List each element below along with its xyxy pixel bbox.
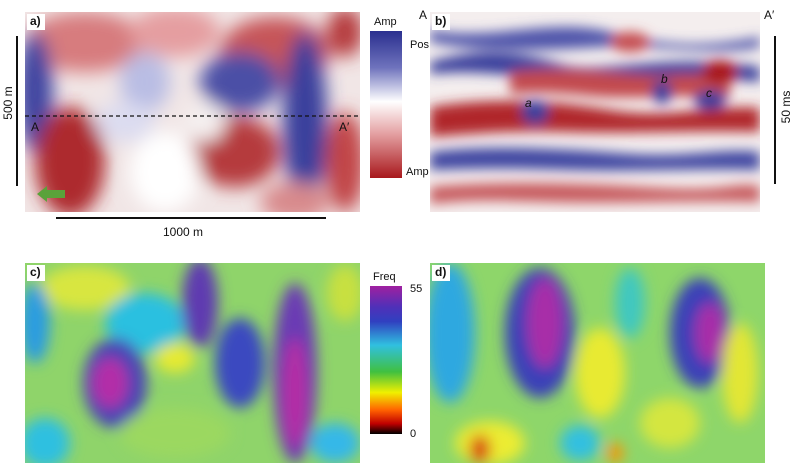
panel-b-corner-a: A: [419, 8, 428, 22]
panel-a-amplitude-map: [25, 12, 360, 212]
panel-b-corner-a-prime: A′: [764, 8, 775, 22]
time-scale-label: 50 ms: [779, 90, 793, 124]
scale-bar-horizontal: [56, 217, 326, 219]
scale-bar-vertical: [16, 36, 18, 186]
freq-colorbar: [370, 286, 402, 434]
amp-colorbar-top-label: Pos: [410, 39, 429, 51]
green-arrow-icon: [37, 186, 65, 202]
scale-label-500m: 500 m: [1, 86, 15, 120]
panel-c-label: c): [27, 265, 45, 281]
freq-colorbar-bottom-label: 0: [410, 428, 417, 440]
panel-d-label: d): [432, 265, 451, 281]
panel-b-seismic-section: [430, 12, 760, 212]
amp-colorbar-bottom-label: Amp: [406, 166, 429, 178]
feature-label-b: b: [661, 72, 668, 86]
panel-b-label: b): [432, 14, 451, 30]
scale-label-1000m: 1000 m: [163, 225, 204, 239]
feature-label-a: a: [525, 96, 532, 110]
time-scale-bar: [774, 36, 776, 184]
panel-c-frequency-map: [25, 263, 360, 463]
freq-colorbar-title: Freq: [373, 271, 396, 283]
point-a-prime-label: A′: [339, 120, 350, 134]
point-a-label: A: [31, 120, 40, 134]
freq-colorbar-top-label: 55: [410, 283, 423, 295]
amp-colorbar-title: Amp: [374, 16, 397, 28]
amp-colorbar: [370, 31, 402, 178]
panel-a-label: a): [27, 14, 45, 30]
panel-d-frequency-section: [430, 263, 765, 463]
feature-label-c: c: [706, 86, 712, 100]
